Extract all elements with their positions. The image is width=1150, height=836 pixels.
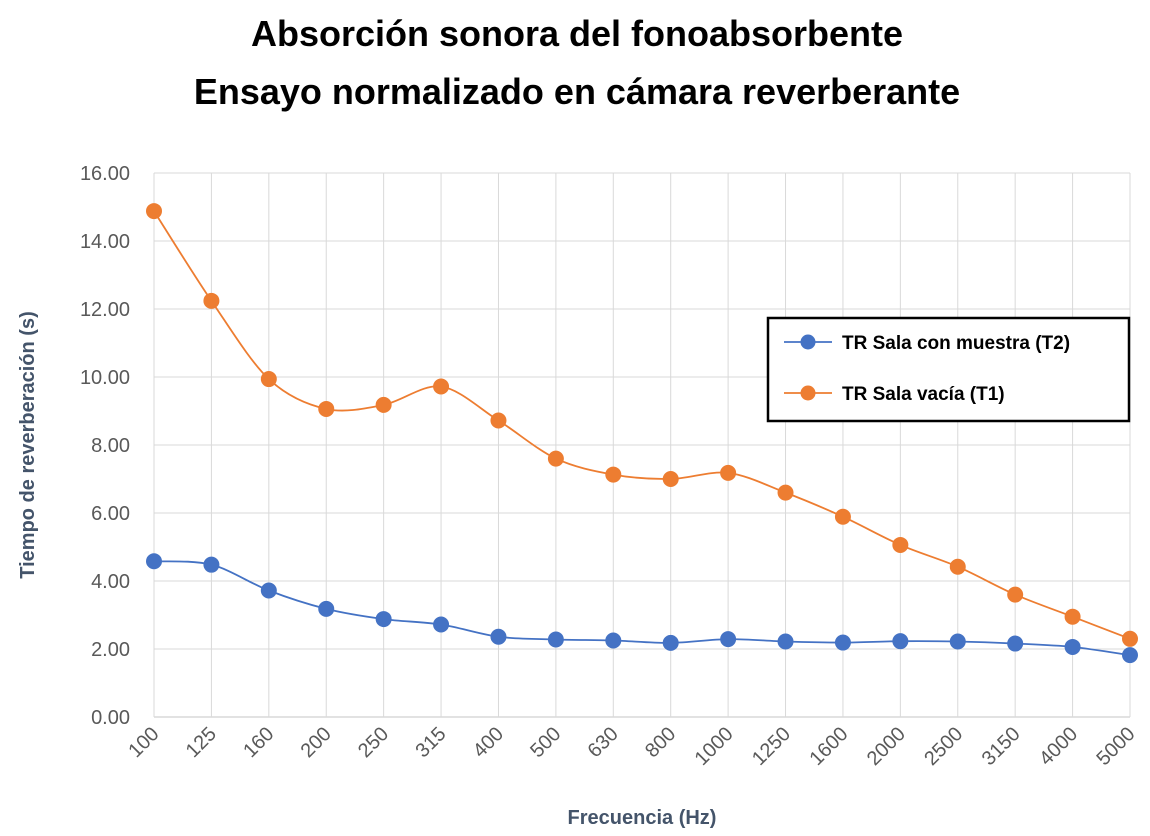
- data-point: [1122, 630, 1138, 647]
- x-tick-label: 1600: [805, 723, 852, 770]
- data-point: [547, 631, 564, 648]
- x-axis-ticks: 100 125 160 200 250 315 400 500 630 800 1000 1250 16…: [124, 723, 1139, 770]
- legend-marker-t2: [800, 334, 816, 350]
- data-point: [720, 464, 737, 481]
- series-line: [153, 210, 1131, 640]
- data-point: [433, 378, 450, 395]
- data-point: [203, 292, 220, 309]
- chart-subtitle: Ensayo normalizado en cámara reverberant…: [194, 71, 960, 112]
- data-point: [375, 396, 392, 413]
- data-point: [146, 553, 162, 570]
- y-tick-label: 16.00: [80, 163, 130, 185]
- data-point: [1122, 647, 1138, 664]
- data-point: [892, 536, 909, 553]
- data-point: [605, 466, 622, 483]
- data-point: [260, 582, 277, 599]
- data-point: [949, 633, 966, 650]
- series-layer: [146, 203, 1138, 664]
- data-point: [318, 400, 335, 417]
- data-point: [490, 628, 507, 645]
- x-axis-label: Frecuencia (Hz): [568, 807, 717, 829]
- y-axis-ticks: 0.00 2.00 4.00 6.00 8.00 10.00 12.00 14.00 16.00: [80, 163, 130, 729]
- y-tick-label: 4.00: [91, 571, 130, 593]
- data-point: [777, 633, 794, 650]
- chart-title: Absorción sonora del fonoabsorbente: [251, 13, 903, 54]
- data-point: [834, 508, 851, 525]
- y-axis-label: Tiempo de reverberación (s): [17, 311, 39, 579]
- x-tick-label: 125: [182, 723, 221, 762]
- legend-marker-t1: [800, 385, 816, 401]
- data-point: [1007, 586, 1024, 603]
- data-point: [949, 558, 966, 575]
- x-tick-label: 315: [411, 723, 450, 762]
- y-tick-label: 0.00: [91, 707, 130, 729]
- data-point: [892, 633, 909, 650]
- series-0: [146, 553, 1138, 664]
- data-point: [605, 632, 622, 649]
- x-tick-label: 500: [526, 723, 565, 762]
- data-point: [662, 471, 679, 487]
- x-tick-label: 630: [584, 723, 623, 762]
- x-tick-label: 100: [124, 723, 163, 762]
- data-point: [1007, 635, 1024, 652]
- x-tick-label: 3150: [978, 723, 1025, 770]
- gridlines: [153, 172, 1131, 717]
- y-tick-label: 2.00: [91, 639, 130, 661]
- x-tick-label: 1000: [691, 723, 738, 770]
- legend-label-t1: TR Sala vacía (T1): [842, 384, 1005, 405]
- data-point: [547, 450, 564, 467]
- x-tick-label: 1250: [748, 723, 795, 770]
- data-point: [490, 412, 507, 429]
- x-tick-label: 160: [239, 723, 278, 762]
- data-point: [662, 634, 679, 651]
- y-tick-label: 6.00: [91, 503, 130, 525]
- y-tick-label: 8.00: [91, 435, 130, 457]
- legend-box: [766, 316, 1131, 423]
- data-point: [433, 616, 450, 633]
- data-point: [318, 600, 335, 617]
- x-tick-label: 4000: [1035, 723, 1082, 770]
- y-tick-label: 10.00: [80, 367, 130, 389]
- series-line: [153, 560, 1131, 657]
- data-point: [375, 611, 392, 628]
- data-point: [720, 631, 737, 648]
- y-tick-label: 14.00: [80, 231, 130, 253]
- x-tick-label: 200: [297, 723, 336, 762]
- data-point: [777, 484, 794, 501]
- data-point: [1064, 638, 1081, 655]
- x-tick-label: 800: [641, 723, 680, 762]
- legend-label-t2: TR Sala con muestra (T2): [842, 333, 1070, 354]
- x-tick-label: 5000: [1093, 723, 1140, 770]
- x-tick-label: 2000: [863, 723, 910, 770]
- x-tick-label: 250: [354, 723, 393, 762]
- y-tick-label: 12.00: [80, 299, 130, 321]
- x-tick-label: 400: [469, 723, 508, 762]
- data-point: [260, 371, 277, 388]
- legend: TR Sala con muestra (T2) TR Sala vacía (…: [766, 316, 1131, 423]
- data-point: [834, 634, 851, 651]
- data-point: [146, 203, 162, 220]
- data-point: [1064, 608, 1081, 625]
- x-tick-label: 2500: [920, 723, 967, 770]
- data-point: [203, 556, 220, 573]
- series-1: [146, 203, 1138, 647]
